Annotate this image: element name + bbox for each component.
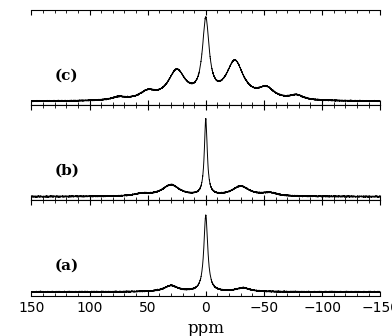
Text: (b): (b) [54,164,80,178]
Text: (c): (c) [54,69,78,82]
Text: (a): (a) [54,259,79,273]
X-axis label: ppm: ppm [187,320,224,336]
